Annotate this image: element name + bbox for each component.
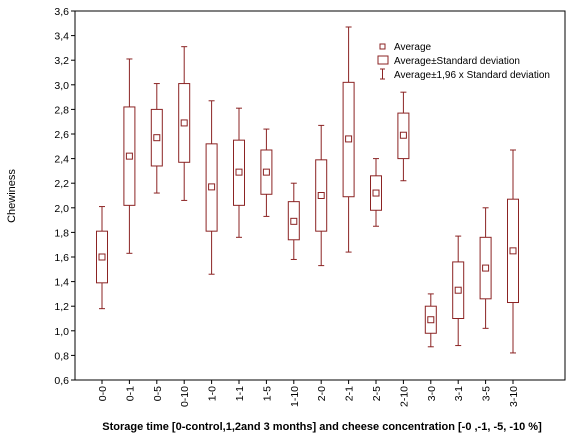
x-tick-label: 1-0	[207, 386, 219, 401]
x-tick-label: 2-5	[371, 386, 383, 401]
y-tick-label: 2,2	[54, 178, 69, 190]
y-tick-label: 1,4	[54, 277, 69, 289]
box-group-2-5	[370, 158, 382, 227]
box-group-1-0	[205, 100, 218, 275]
y-tick-label: 3,4	[54, 31, 69, 43]
mean-marker	[180, 119, 188, 127]
box-group-0-0	[96, 206, 108, 310]
x-tick-label: 0-10	[179, 386, 191, 407]
y-tick-label: 0,6	[54, 375, 69, 387]
y-tick-label: 0,8	[54, 350, 69, 362]
mean-marker	[345, 135, 353, 143]
y-tick-label: 1,0	[54, 326, 69, 338]
box-group-0-5	[150, 83, 163, 194]
x-tick-label: 1-10	[289, 386, 301, 407]
mean-marker	[454, 286, 462, 294]
mean-marker	[509, 247, 517, 255]
box-group-1-5	[260, 128, 273, 217]
x-tick-label: 0-0	[97, 386, 109, 401]
mean-marker	[372, 189, 380, 197]
mean-marker	[290, 217, 298, 225]
box-group-2-10	[397, 91, 410, 182]
y-tick-label: 1,6	[54, 252, 69, 264]
x-tick-label: 1-1	[234, 386, 246, 401]
legend-mean-marker	[379, 43, 386, 50]
box-series	[96, 26, 519, 354]
x-tick-label: 3-1	[453, 386, 465, 401]
x-tick-label: 0-5	[152, 386, 164, 401]
box-group-0-10	[178, 46, 191, 201]
box-group-2-1	[342, 26, 355, 253]
legend-sd-box	[377, 55, 389, 65]
y-tick-label: 3,2	[54, 55, 69, 67]
legend-label-sd: Average±Standard deviation	[394, 56, 520, 67]
mean-marker	[317, 192, 325, 199]
y-tick-label: 1,8	[54, 227, 69, 239]
mean-marker	[98, 253, 106, 261]
plot-frame	[74, 10, 566, 381]
box-group-3-5	[479, 207, 492, 329]
x-axis-ticks: 0-0 0-1 0-5 0-10 1-0 1-1 1-5 1-10 2-0 2-1 2-5 2-10 3…	[97, 380, 520, 407]
box-group-1-1	[233, 107, 245, 238]
mean-marker	[208, 183, 216, 191]
x-tick-label: 2-10	[398, 386, 410, 407]
legend-label-ci: Average±1,96 x Standard deviation	[394, 70, 550, 81]
x-tick-label: 2-0	[316, 386, 328, 401]
y-tick-label: 3,6	[54, 6, 69, 18]
y-tick-label: 2,0	[54, 203, 69, 215]
box-group-2-0	[315, 124, 328, 267]
box-group-3-10	[507, 149, 519, 354]
y-axis-ticks: 0,6 0,8 1,0 1,2 1,4 1,6 1,8 2,0 2,2 2,4 2,6 2,8 3,0 3…	[54, 6, 75, 387]
box-group-3-0	[424, 293, 437, 348]
x-tick-label: 2-1	[344, 386, 356, 401]
y-tick-label: 1,2	[54, 301, 69, 313]
mean-marker	[125, 152, 133, 160]
y-tick-label: 2,6	[54, 129, 69, 141]
x-tick-label: 1-5	[261, 386, 273, 401]
x-tick-label: 3-0	[426, 386, 438, 401]
mean-marker	[153, 134, 161, 142]
y-tick-label: 3,0	[54, 80, 69, 92]
legend-label-mean: Average	[394, 42, 432, 53]
y-axis-label: Chewiness	[6, 169, 18, 223]
box-group-1-10	[287, 182, 300, 260]
box-group-0-1	[123, 58, 136, 254]
y-tick-label: 2,4	[54, 154, 69, 166]
x-tick-label: 3-10	[508, 386, 520, 407]
box-group-3-1	[452, 235, 465, 347]
mean-marker	[427, 316, 435, 324]
x-axis-label: Storage time [0-control,1,2and 3 months]…	[102, 421, 542, 433]
legend: Average Average±Standard deviation Average…	[377, 42, 550, 81]
mean-marker	[235, 168, 243, 176]
mean-marker	[482, 264, 490, 272]
x-tick-label: 3-5	[481, 386, 493, 401]
x-tick-label: 0-1	[124, 386, 136, 401]
mean-marker	[262, 168, 270, 176]
y-tick-label: 2,8	[54, 104, 69, 116]
mean-marker	[399, 131, 407, 139]
